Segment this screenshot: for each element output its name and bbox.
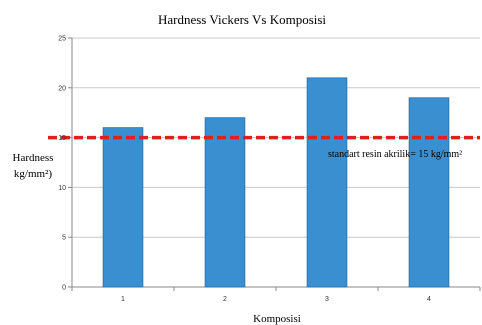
x-tick-label: 2 [223,296,227,303]
bar-3 [306,77,348,288]
x-tick-label: 3 [325,296,329,303]
tick-labels: 0 5 10 15 20 25 1 2 3 4 [58,36,431,304]
y-axis-label-line2: kg/mm²) [14,168,52,180]
x-axis-label: Komposisi [253,313,301,325]
y-tick-label: 20 [58,85,66,92]
bar-4 [408,97,450,288]
chart-title: Hardness Vickers Vs Komposisi [158,12,326,27]
y-tick-label: 25 [58,36,66,43]
x-tick-label: 1 [121,296,125,303]
y-tick-label: 5 [62,235,66,242]
bar-2 [204,117,246,288]
y-tick-label: 10 [58,185,66,192]
y-tick-label: 0 [62,285,66,292]
bars [102,77,450,288]
bar-1 [102,127,144,288]
y-axis-label-line1: Hardness [13,152,54,164]
x-tick-label: 4 [427,296,431,303]
y-tick-label: 15 [58,135,66,142]
reference-line-label: standart resin akrilik= 15 kg/mm² [328,149,462,160]
